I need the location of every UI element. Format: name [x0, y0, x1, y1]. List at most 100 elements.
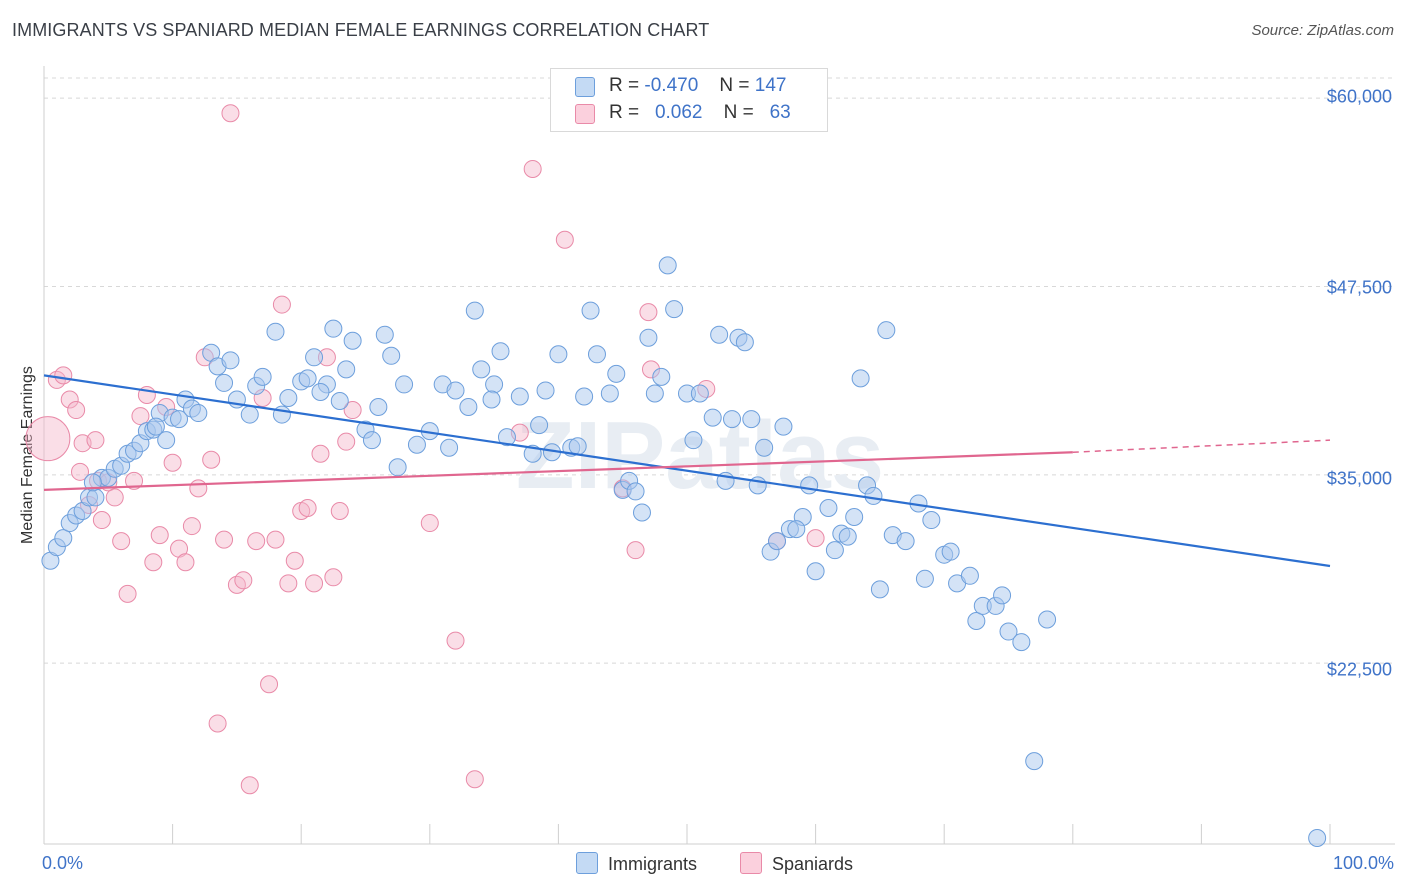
spaniards-point [189, 479, 208, 498]
immigrants-point [446, 381, 465, 400]
spaniards-point [215, 530, 234, 549]
immigrants-point [568, 437, 587, 456]
immigrants-point [993, 586, 1012, 605]
immigrants-point [311, 382, 330, 401]
spaniards-point [105, 488, 124, 507]
spaniards-point [163, 453, 182, 472]
immigrants-point [851, 369, 870, 388]
immigrants-point [845, 508, 864, 527]
y-tick-47500: $47,500 [1326, 277, 1392, 298]
immigrants-point [838, 527, 857, 546]
immigrants-point [877, 321, 896, 340]
spaniards-point [324, 568, 343, 587]
immigrants-point [581, 301, 600, 320]
legend-swatch-immigrants [575, 77, 595, 97]
immigrants-point [967, 611, 986, 630]
spaniards-point [305, 574, 324, 593]
immigrants-point [272, 405, 291, 424]
immigrants-point [388, 458, 407, 477]
immigrants-point [819, 498, 838, 517]
spaniards-point [150, 526, 169, 545]
axes-lines [43, 66, 1395, 845]
spaniards-point [182, 517, 201, 536]
immigrants-point [587, 345, 606, 364]
correlation-legend: R = -0.470 N = 147 R = 0.062 N = 63 [550, 68, 828, 132]
immigrants-point [864, 486, 883, 505]
immigrants-point [774, 417, 793, 436]
series-immigrants [41, 256, 1327, 847]
spaniards-trend-line [43, 451, 1073, 492]
spaniards-trend-extension [1072, 439, 1331, 453]
spaniards-point [234, 571, 253, 590]
immigrants-point [491, 342, 510, 361]
immigrants-point [1012, 633, 1031, 652]
immigrants-point [536, 381, 555, 400]
immigrants-point [870, 580, 889, 599]
immigrants-point [157, 431, 176, 450]
immigrants-point [941, 542, 960, 561]
immigrants-point [600, 384, 619, 403]
spaniards-point [176, 553, 195, 572]
immigrants-point [86, 488, 105, 507]
spaniards-point [806, 529, 825, 548]
immigrants-point [324, 319, 343, 338]
spaniards-point [86, 431, 105, 450]
immigrants-point [337, 360, 356, 379]
immigrants-point [253, 367, 272, 386]
spaniards-point [272, 295, 291, 314]
immigrants-point [703, 408, 722, 427]
legend-n-value: 147 [754, 75, 787, 96]
immigrants-point [768, 532, 787, 551]
immigrants-point [221, 351, 240, 370]
immigrants-point [362, 431, 381, 450]
spaniards-point [279, 574, 298, 593]
chart-title: IMMIGRANTS VS SPANIARD MEDIAN FEMALE EAR… [12, 20, 710, 40]
immigrants-point [375, 325, 394, 344]
immigrants-point [742, 410, 761, 429]
spaniards-point [202, 450, 221, 469]
x-tick-right: 100.0% [1332, 853, 1394, 873]
spaniards-point [523, 159, 542, 178]
spaniards-point [25, 416, 71, 462]
spaniards-point [446, 631, 465, 650]
immigrants-point [298, 369, 317, 388]
immigrants-point [1025, 752, 1044, 771]
legend-n-label: N = [719, 75, 750, 96]
immigrants-point [1038, 610, 1057, 629]
spaniards-point [208, 714, 227, 733]
immigrants-point [189, 404, 208, 423]
immigrants-point [896, 532, 915, 551]
bottom-legend-label-immigrants: Immigrants [608, 854, 698, 874]
immigrants-point [407, 435, 426, 454]
spaniards-point [131, 407, 150, 426]
spaniards-point [330, 501, 349, 520]
spaniards-point [555, 230, 574, 249]
immigrants-point [806, 562, 825, 581]
legend-n-label: N = [723, 102, 754, 123]
legend-n-value: 63 [769, 102, 791, 123]
spaniards-point [266, 530, 285, 549]
immigrants-point [665, 300, 684, 319]
immigrants-point [482, 390, 501, 409]
immigrants-point [146, 417, 165, 436]
legend-r-label: R = [609, 75, 640, 96]
immigrants-point [266, 322, 285, 341]
spaniards-point [465, 770, 484, 789]
spaniards-point [118, 584, 137, 603]
immigrants-point [999, 622, 1018, 641]
immigrants-point [632, 503, 651, 522]
legend-swatch-spaniards [575, 104, 595, 124]
spaniards-point [60, 390, 79, 409]
immigrants-point [459, 398, 478, 417]
immigrants-point [652, 367, 671, 386]
spaniards-point [247, 532, 266, 551]
immigrants-point [549, 345, 568, 364]
immigrants-point [343, 331, 362, 350]
spaniards-point [298, 498, 317, 517]
immigrants-point [497, 428, 516, 447]
immigrants-point [83, 473, 102, 492]
legend-r-label: R = [609, 102, 640, 123]
immigrants-point [530, 416, 549, 435]
immigrants-point [54, 529, 73, 548]
